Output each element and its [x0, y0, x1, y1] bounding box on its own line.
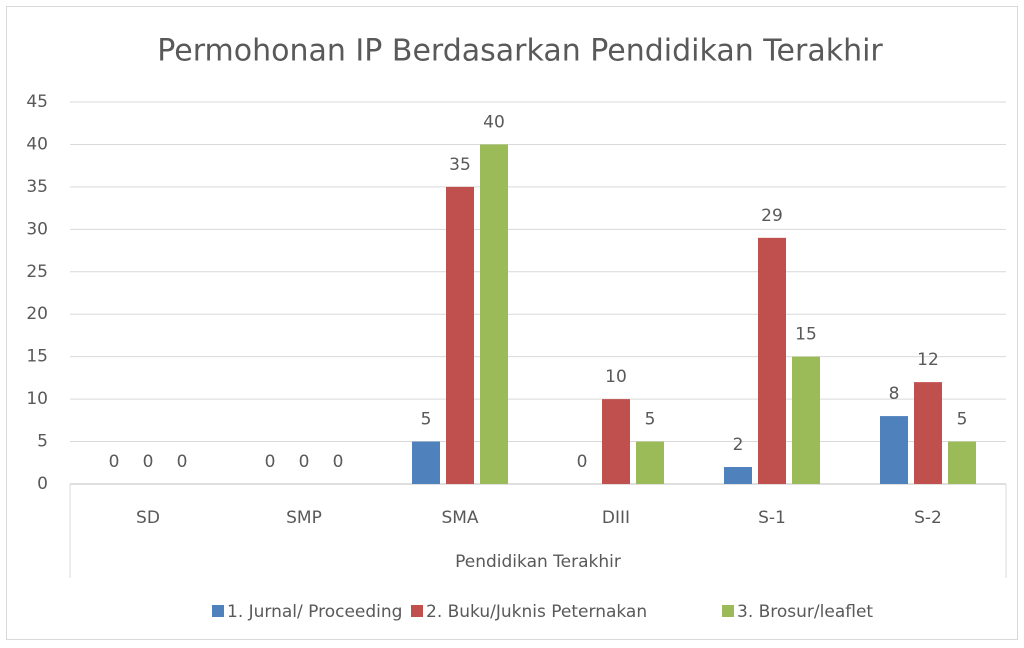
bar — [480, 144, 508, 484]
bar — [792, 356, 820, 484]
legend-swatch — [212, 605, 224, 617]
data-label: 0 — [143, 452, 154, 472]
bar — [412, 441, 440, 484]
bar — [948, 441, 976, 484]
bar — [724, 467, 752, 484]
data-label: 29 — [761, 206, 783, 226]
data-label: 8 — [889, 384, 900, 404]
x-tick-label: SD — [136, 508, 160, 528]
legend-label: 1. Jurnal/ Proceeding — [227, 602, 402, 622]
bar — [758, 237, 786, 484]
y-tick-label: 30 — [26, 219, 48, 239]
x-tick-label: S-2 — [914, 508, 942, 528]
y-tick-label: 35 — [26, 177, 48, 197]
bar — [914, 382, 942, 484]
x-tick-label: SMA — [441, 508, 478, 528]
x-tick-label: SMP — [286, 508, 322, 528]
y-tick-label: 15 — [26, 347, 48, 367]
legend-label: 2. Buku/Juknis Peternakan — [426, 602, 647, 622]
data-label: 12 — [917, 350, 939, 370]
legend-swatch — [411, 605, 423, 617]
bar — [636, 441, 664, 484]
data-label: 35 — [449, 155, 471, 175]
y-tick-label: 25 — [26, 262, 48, 282]
data-label: 15 — [795, 325, 817, 345]
chart-title: Permohonan IP Berdasarkan Pendidikan Ter… — [157, 34, 883, 69]
data-label: 0 — [109, 452, 120, 472]
legend-swatch — [722, 605, 734, 617]
data-label: 2 — [733, 435, 744, 455]
x-tick-label: S-1 — [758, 508, 786, 528]
data-label: 5 — [421, 410, 432, 430]
data-label: 5 — [957, 410, 968, 430]
bar — [880, 416, 908, 484]
data-label: 40 — [483, 112, 505, 132]
y-tick-label: 10 — [26, 389, 48, 409]
data-label: 0 — [299, 452, 310, 472]
data-label: 0 — [333, 452, 344, 472]
bar — [602, 399, 630, 484]
data-label: 0 — [265, 452, 276, 472]
y-tick-label: 5 — [37, 432, 48, 452]
y-tick-label: 20 — [26, 304, 48, 324]
legend-label: 3. Brosur/leaflet — [737, 602, 873, 622]
data-label: 10 — [605, 367, 627, 387]
bar — [446, 186, 474, 484]
data-label: 0 — [177, 452, 188, 472]
x-axis-label: Pendidikan Terakhir — [455, 552, 621, 572]
data-label: 0 — [577, 452, 588, 472]
y-tick-label: 0 — [37, 474, 48, 494]
y-tick-label: 40 — [26, 134, 48, 154]
x-tick-label: DIII — [602, 508, 630, 528]
y-tick-label: 45 — [26, 92, 48, 112]
data-label: 5 — [645, 410, 656, 430]
chart-border — [6, 6, 1018, 640]
